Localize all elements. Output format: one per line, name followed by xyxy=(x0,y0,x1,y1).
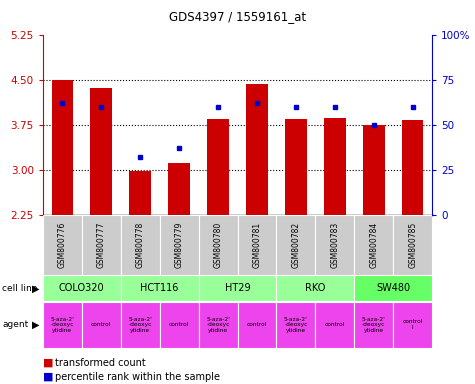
Bar xyxy=(354,275,432,301)
Text: GSM800780: GSM800780 xyxy=(214,222,222,268)
Bar xyxy=(354,302,393,348)
Text: transformed count: transformed count xyxy=(55,358,145,368)
Text: control: control xyxy=(91,322,111,328)
Bar xyxy=(51,80,73,215)
Text: SW480: SW480 xyxy=(376,283,410,293)
Bar xyxy=(121,275,199,301)
Bar xyxy=(393,302,432,348)
Bar xyxy=(315,215,354,275)
Bar xyxy=(199,302,238,348)
Text: ▶: ▶ xyxy=(32,320,39,330)
Bar xyxy=(43,302,82,348)
Text: COLO320: COLO320 xyxy=(59,283,104,293)
Text: control: control xyxy=(169,322,189,328)
Bar xyxy=(82,302,121,348)
Text: 5-aza-2'
-deoxyc
ytidine: 5-aza-2' -deoxyc ytidine xyxy=(206,316,230,333)
Bar xyxy=(82,215,121,275)
Text: RKO: RKO xyxy=(305,283,325,293)
Bar xyxy=(324,118,346,215)
Bar xyxy=(246,84,268,215)
Bar xyxy=(276,302,315,348)
Bar xyxy=(160,215,199,275)
Text: GSM800784: GSM800784 xyxy=(370,222,378,268)
Text: 5-aza-2'
-deoxyc
ytidine: 5-aza-2' -deoxyc ytidine xyxy=(128,316,152,333)
Bar xyxy=(90,88,112,215)
Bar xyxy=(129,171,151,215)
Text: ■: ■ xyxy=(43,372,53,382)
Text: GSM800779: GSM800779 xyxy=(175,222,183,268)
Bar xyxy=(207,119,229,215)
Text: GSM800782: GSM800782 xyxy=(292,222,300,268)
Text: HCT116: HCT116 xyxy=(141,283,179,293)
Text: GSM800785: GSM800785 xyxy=(408,222,417,268)
Bar xyxy=(121,302,160,348)
Text: 5-aza-2'
-deoxyc
ytidine: 5-aza-2' -deoxyc ytidine xyxy=(362,316,386,333)
Bar xyxy=(238,215,276,275)
Text: control: control xyxy=(247,322,267,328)
Text: GSM800776: GSM800776 xyxy=(58,222,66,268)
Text: 5-aza-2'
-deoxyc
ytidine: 5-aza-2' -deoxyc ytidine xyxy=(50,316,74,333)
Text: 5-aza-2'
-deoxyc
ytidine: 5-aza-2' -deoxyc ytidine xyxy=(284,316,308,333)
Bar xyxy=(43,215,82,275)
Bar xyxy=(393,215,432,275)
Bar xyxy=(363,125,385,215)
Bar xyxy=(199,275,276,301)
Text: GSM800781: GSM800781 xyxy=(253,222,261,268)
Bar xyxy=(160,302,199,348)
Text: agent: agent xyxy=(2,320,28,329)
Text: cell line: cell line xyxy=(2,284,38,293)
Bar xyxy=(168,163,190,215)
Bar xyxy=(402,120,424,215)
Text: GSM800777: GSM800777 xyxy=(97,222,105,268)
Bar xyxy=(276,275,354,301)
Bar xyxy=(276,215,315,275)
Text: control: control xyxy=(325,322,345,328)
Bar xyxy=(238,302,276,348)
Bar xyxy=(121,215,160,275)
Bar xyxy=(43,275,121,301)
Text: GSM800778: GSM800778 xyxy=(136,222,144,268)
Text: ■: ■ xyxy=(43,358,53,368)
Text: HT29: HT29 xyxy=(225,283,250,293)
Bar xyxy=(354,215,393,275)
Text: control
l: control l xyxy=(403,319,423,330)
Bar xyxy=(315,302,354,348)
Text: percentile rank within the sample: percentile rank within the sample xyxy=(55,372,219,382)
Text: GSM800783: GSM800783 xyxy=(331,222,339,268)
Text: ▶: ▶ xyxy=(32,283,39,293)
Bar xyxy=(199,215,238,275)
Text: GDS4397 / 1559161_at: GDS4397 / 1559161_at xyxy=(169,10,306,23)
Bar xyxy=(285,119,307,215)
